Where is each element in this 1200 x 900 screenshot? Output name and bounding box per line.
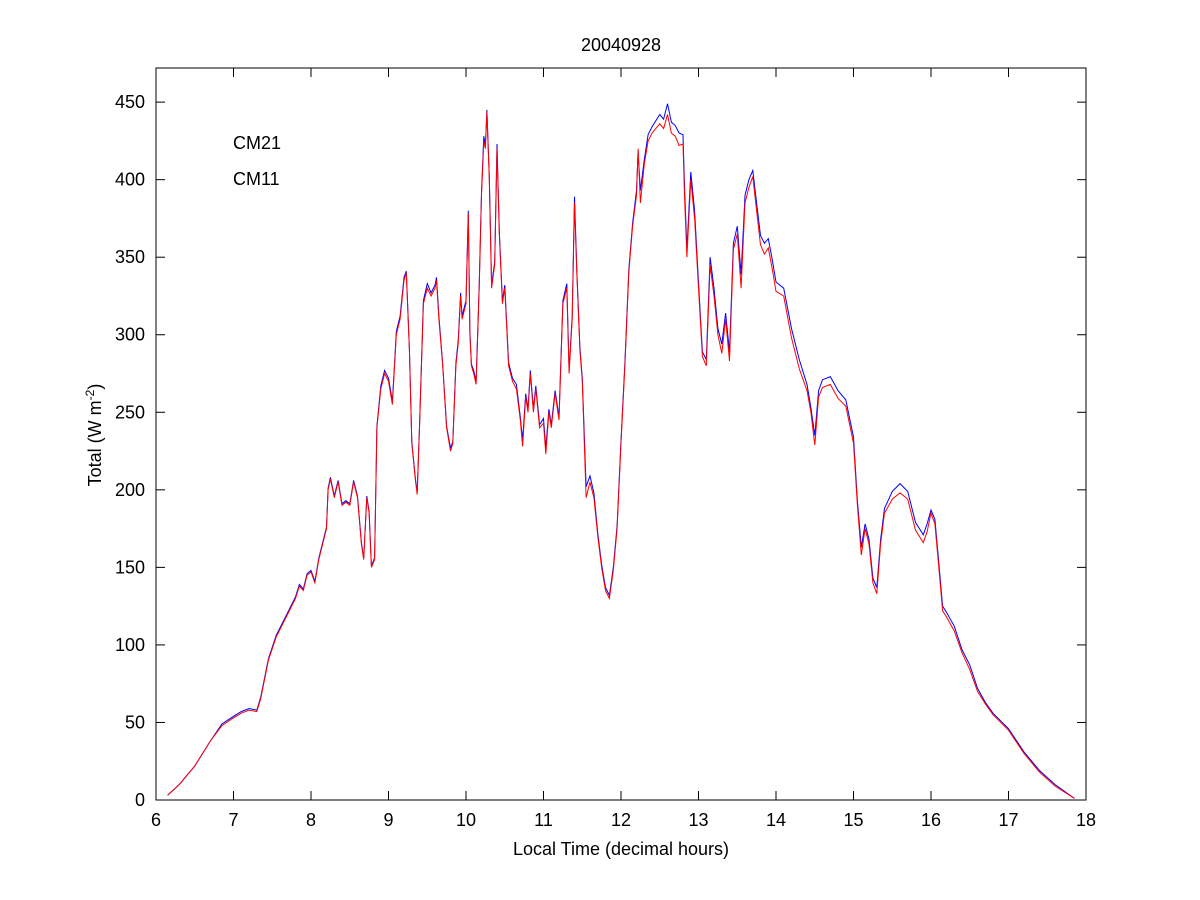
x-axis-label: Local Time (decimal hours)	[513, 839, 729, 859]
legend-entry-cm11: CM11	[233, 169, 280, 189]
y-tick-label: 50	[125, 712, 145, 732]
x-tick-label: 8	[306, 810, 316, 830]
x-tick-label: 9	[383, 810, 393, 830]
chart-title: 20040928	[581, 35, 661, 55]
legend-entry-cm21: CM21	[233, 133, 281, 153]
x-tick-label: 6	[151, 810, 161, 830]
y-tick-label: 150	[115, 557, 145, 577]
y-tick-label: 200	[115, 480, 145, 500]
y-axis-label: Total (W m-2)	[83, 384, 105, 487]
x-tick-label: 10	[456, 810, 476, 830]
x-tick-label: 15	[843, 810, 863, 830]
y-tick-label: 250	[115, 402, 145, 422]
y-tick-label: 300	[115, 325, 145, 345]
y-axis-label-close: )	[85, 384, 105, 390]
y-axis-label-main: Total (W m	[85, 400, 105, 486]
x-tick-label: 18	[1076, 810, 1096, 830]
x-tick-label: 13	[688, 810, 708, 830]
y-tick-label: 100	[115, 635, 145, 655]
x-tick-label: 11	[534, 810, 553, 830]
series-line-cm11	[167, 111, 1075, 799]
x-tick-label: 17	[998, 810, 1018, 830]
y-tick-label: 0	[135, 790, 145, 810]
x-tick-label: 7	[228, 810, 238, 830]
y-tick-label: 400	[115, 170, 145, 190]
y-tick-label: 450	[115, 92, 145, 112]
x-tick-label: 12	[611, 810, 631, 830]
y-axis-label-sup: -2	[83, 389, 97, 400]
x-tick-label: 14	[766, 810, 786, 830]
x-tick-label: 16	[921, 810, 941, 830]
y-tick-label: 350	[115, 247, 145, 267]
